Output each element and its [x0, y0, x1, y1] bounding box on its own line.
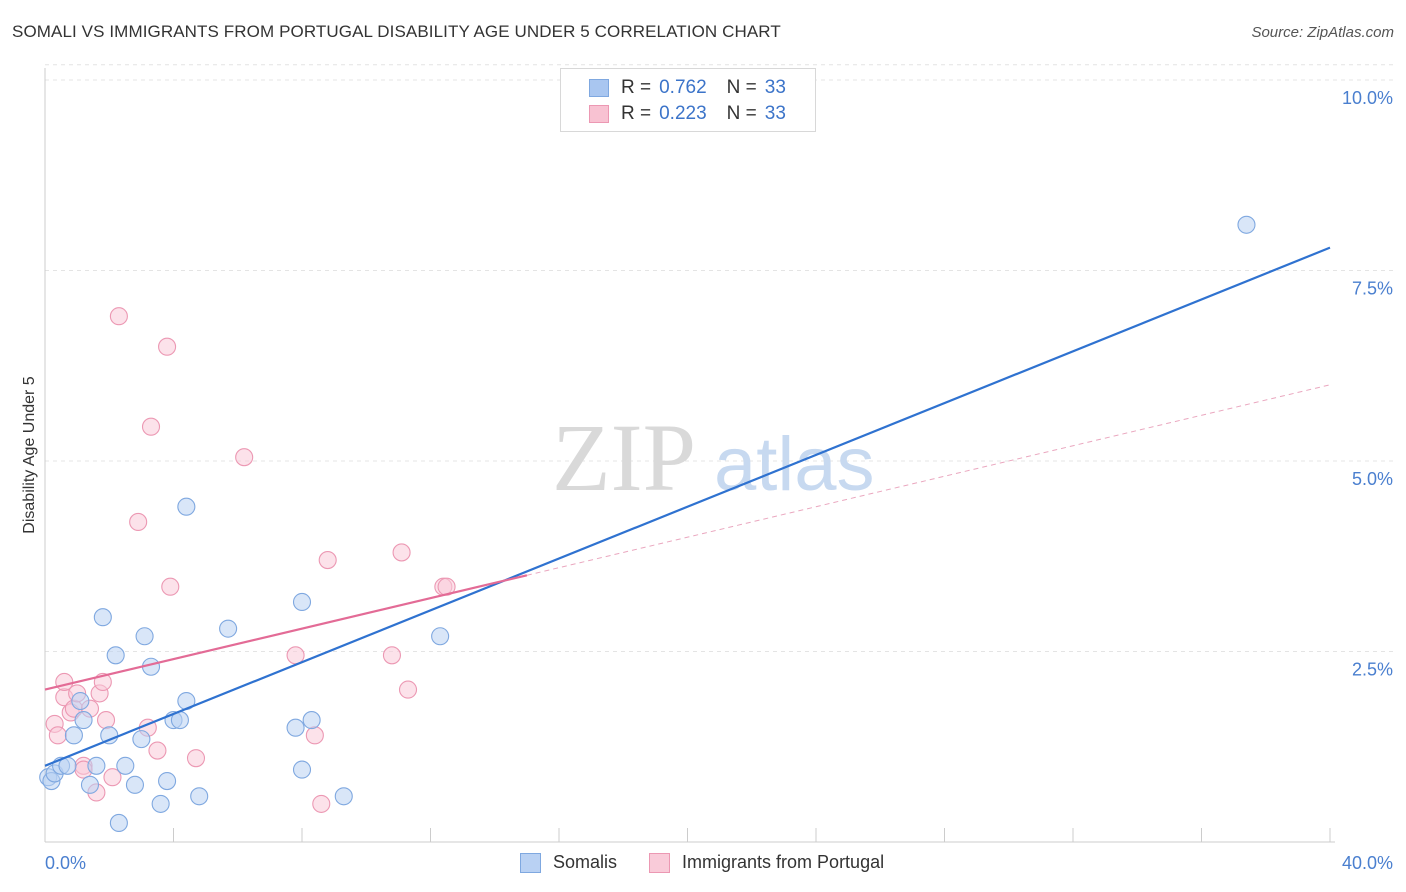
point-somalis [87, 756, 106, 775]
trend-lines [44, 246, 1331, 767]
legend-row-somalis: R = 0.762 N = 33 [589, 76, 786, 100]
point-somalis [106, 646, 125, 665]
point-portugal [161, 577, 180, 596]
point-portugal [382, 646, 402, 665]
point-portugal [103, 768, 122, 787]
point-somalis [1237, 215, 1256, 234]
legend-swatch-somalis [520, 852, 541, 873]
point-somalis [93, 608, 112, 627]
point-portugal [109, 307, 128, 326]
y-tick-label: 7.5% [1352, 279, 1393, 299]
point-somalis [292, 592, 312, 612]
legend-n-label: N = [726, 77, 757, 98]
point-somalis [132, 730, 151, 749]
x-tick-label-max: 40.0% [1342, 853, 1393, 873]
legend-r-label: R = [621, 103, 652, 124]
point-somalis [431, 627, 450, 646]
point-portugal [148, 741, 167, 760]
trend-line-somalis [44, 246, 1331, 767]
point-somalis [292, 760, 312, 779]
legend-n-label: N = [726, 103, 757, 124]
point-somalis [109, 813, 128, 833]
legend-r-value-portugal: 0.223 [659, 103, 707, 124]
point-portugal [392, 543, 411, 562]
point-somalis [219, 619, 238, 638]
point-somalis [80, 775, 100, 794]
trend-line-portugal-extension [526, 384, 1331, 576]
legend-r-value-somalis: 0.762 [659, 77, 707, 98]
legend-r-label: R = [621, 77, 652, 98]
point-somalis [71, 691, 90, 711]
axes [44, 68, 1335, 843]
point-somalis [334, 787, 353, 806]
point-portugal [312, 794, 331, 813]
point-portugal [235, 448, 254, 467]
source-credit: Source: ZipAtlas.com [1251, 24, 1394, 41]
legend-row-portugal: R = 0.223 N = 33 [589, 102, 786, 126]
point-portugal [96, 711, 116, 730]
gridlines [45, 64, 1393, 652]
point-portugal [48, 726, 67, 745]
watermark: ZIP atlas [552, 404, 875, 511]
point-portugal [318, 551, 337, 570]
point-portugal [141, 417, 161, 436]
chart-title: SOMALI VS IMMIGRANTS FROM PORTUGAL DISAB… [12, 22, 781, 41]
trend-line-portugal [44, 574, 528, 691]
series-legend: Somalis Immigrants from Portugal [520, 852, 916, 873]
point-somalis [74, 711, 93, 730]
point-portugal [158, 337, 177, 356]
y-axis-label: Disability Age Under 5 [21, 376, 38, 534]
point-portugal [398, 680, 418, 699]
watermark-zip: ZIP [552, 404, 696, 511]
stats-legend: R = 0.762 N = 33 R = 0.223 N = 33 [560, 68, 816, 132]
y-tick-labels: 2.5% 5.0% 7.5% 10.0% [1342, 88, 1393, 680]
y-tick-label: 2.5% [1352, 660, 1393, 680]
y-tick-label: 5.0% [1352, 469, 1393, 489]
point-somalis [116, 756, 135, 775]
legend-swatch-somalis [589, 79, 609, 97]
legend-label-somalis: Somalis [553, 852, 618, 872]
point-portugal [305, 726, 324, 745]
point-somalis [64, 726, 83, 745]
x-tick-label-min: 0.0% [45, 853, 86, 873]
point-somalis [135, 627, 154, 646]
point-portugal [186, 749, 206, 768]
point-somalis [158, 771, 177, 791]
point-somalis [302, 711, 321, 730]
legend-n-value-portugal: 33 [764, 103, 786, 124]
point-somalis [286, 718, 305, 737]
legend-swatch-portugal [649, 852, 671, 873]
point-somalis [125, 775, 144, 794]
x-tick-marks [44, 828, 1331, 842]
legend-label-portugal: Immigrants from Portugal [682, 852, 885, 872]
legend-item-portugal[interactable]: Immigrants from Portugal [649, 852, 884, 873]
point-somalis [151, 794, 170, 813]
legend-n-value-somalis: 33 [764, 77, 786, 98]
point-somalis [190, 787, 209, 806]
legend-item-somalis[interactable]: Somalis [520, 852, 617, 873]
point-portugal [129, 512, 148, 532]
point-somalis [177, 497, 196, 516]
y-tick-label: 10.0% [1342, 88, 1393, 108]
legend-swatch-portugal [589, 105, 609, 123]
